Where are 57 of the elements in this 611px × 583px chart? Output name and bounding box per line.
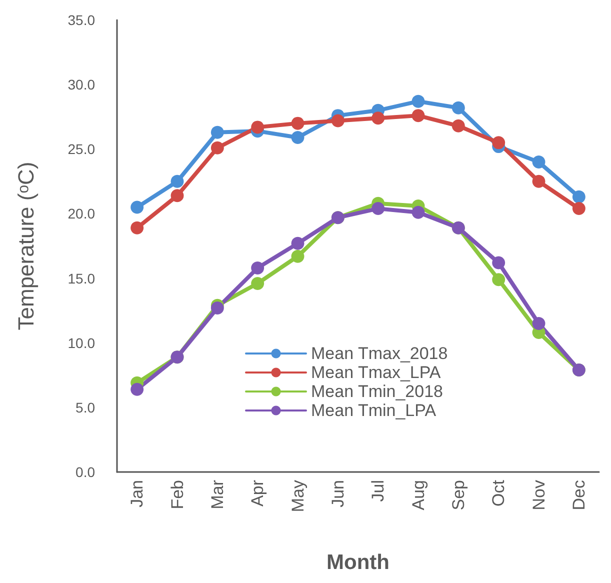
point xyxy=(251,276,264,290)
point xyxy=(372,112,385,125)
point xyxy=(412,206,425,219)
point xyxy=(170,174,184,188)
point xyxy=(130,382,144,396)
x-tick-label: Dec xyxy=(569,480,588,510)
point xyxy=(251,261,264,274)
point xyxy=(130,200,144,214)
point xyxy=(452,101,465,114)
point xyxy=(412,94,425,108)
y-axis-title: Temperature (ᵒC) xyxy=(14,162,38,330)
x-tick-label: Mar xyxy=(208,480,227,510)
point xyxy=(291,236,304,250)
point xyxy=(532,156,546,169)
point xyxy=(291,250,304,263)
y-tick-label: 15.0 xyxy=(68,270,96,286)
x-tick-label: Feb xyxy=(168,480,187,510)
x-tick-label: Jun xyxy=(328,480,348,508)
legend-label: Mean Tmax_LPA xyxy=(311,363,442,382)
point xyxy=(291,116,304,130)
x-tick-label: Oct xyxy=(489,480,508,506)
x-tick-label: Jul xyxy=(368,480,388,502)
point xyxy=(130,221,144,234)
point xyxy=(251,120,264,134)
point xyxy=(572,190,586,204)
x-tick-label: Nov xyxy=(529,480,548,510)
y-tick-label: 0.0 xyxy=(76,464,96,480)
x-tick-label: Aug xyxy=(408,480,428,510)
legend-label: Mean Tmin_2018 xyxy=(311,382,443,401)
point xyxy=(492,273,506,286)
legend-label: Mean Tmin_LPA xyxy=(311,401,437,420)
point xyxy=(412,109,425,122)
point xyxy=(210,141,224,154)
point xyxy=(532,316,546,330)
point xyxy=(291,131,304,144)
y-tick-label: 30.0 xyxy=(68,76,96,93)
x-tick-label: Sep xyxy=(448,480,468,510)
point xyxy=(572,202,586,216)
y-tick-label: 20.0 xyxy=(68,206,96,222)
x-axis-title: Month xyxy=(326,551,390,574)
point xyxy=(170,189,184,202)
y-tick-label: 5.0 xyxy=(76,399,96,416)
point xyxy=(532,174,546,188)
y-tick-label: 35.0 xyxy=(68,12,96,28)
x-tick-label: Apr xyxy=(248,480,268,506)
point xyxy=(372,202,385,216)
x-tick-label: Jan xyxy=(128,480,147,508)
point xyxy=(452,119,465,132)
x-tick-label: May xyxy=(288,480,308,512)
y-tick-label: 25.0 xyxy=(68,141,96,158)
y-tick-label: 10.0 xyxy=(68,334,96,351)
point xyxy=(210,126,224,139)
point xyxy=(210,301,224,314)
point xyxy=(331,114,344,128)
point xyxy=(492,256,506,270)
point xyxy=(492,136,506,150)
legend-label: Mean Tmax_2018 xyxy=(311,344,448,363)
